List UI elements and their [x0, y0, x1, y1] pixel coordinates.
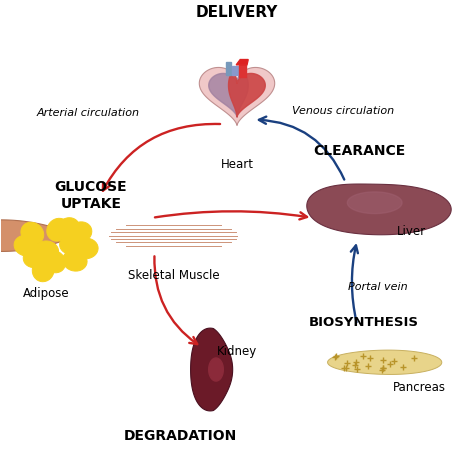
Polygon shape	[209, 358, 223, 381]
Polygon shape	[328, 350, 442, 374]
Ellipse shape	[32, 258, 54, 282]
Text: Portal vein: Portal vein	[348, 282, 407, 292]
Ellipse shape	[73, 238, 98, 259]
Polygon shape	[236, 60, 248, 65]
Text: Liver: Liver	[397, 224, 426, 238]
Text: Venous circulation: Venous circulation	[292, 106, 394, 116]
Text: Heart: Heart	[220, 158, 254, 171]
Polygon shape	[307, 184, 451, 235]
Text: DEGRADATION: DEGRADATION	[124, 429, 237, 444]
Ellipse shape	[68, 222, 92, 243]
Text: Skeletal Muscle: Skeletal Muscle	[128, 269, 219, 282]
Text: CLEARANCE: CLEARANCE	[313, 144, 406, 158]
Ellipse shape	[14, 235, 38, 256]
Polygon shape	[199, 67, 275, 126]
Ellipse shape	[63, 250, 87, 271]
Ellipse shape	[23, 246, 47, 268]
Text: Kidney: Kidney	[217, 345, 257, 358]
Ellipse shape	[56, 218, 80, 240]
Polygon shape	[0, 220, 72, 251]
Ellipse shape	[60, 233, 84, 254]
Polygon shape	[347, 192, 402, 214]
Text: DELIVERY: DELIVERY	[196, 5, 278, 20]
Text: BIOSYNTHESIS: BIOSYNTHESIS	[309, 316, 419, 329]
Text: GLUCOSE
UPTAKE: GLUCOSE UPTAKE	[55, 180, 127, 211]
Text: Pancreas: Pancreas	[392, 381, 446, 394]
Polygon shape	[191, 328, 233, 411]
Ellipse shape	[47, 218, 69, 241]
Ellipse shape	[34, 241, 58, 262]
Polygon shape	[226, 62, 231, 75]
Polygon shape	[209, 74, 248, 117]
Text: Arterial circulation: Arterial circulation	[37, 108, 140, 118]
Text: Adipose: Adipose	[23, 287, 70, 300]
Polygon shape	[239, 65, 246, 77]
Polygon shape	[232, 66, 238, 75]
Polygon shape	[228, 74, 265, 117]
Ellipse shape	[21, 222, 44, 245]
Ellipse shape	[43, 251, 65, 273]
